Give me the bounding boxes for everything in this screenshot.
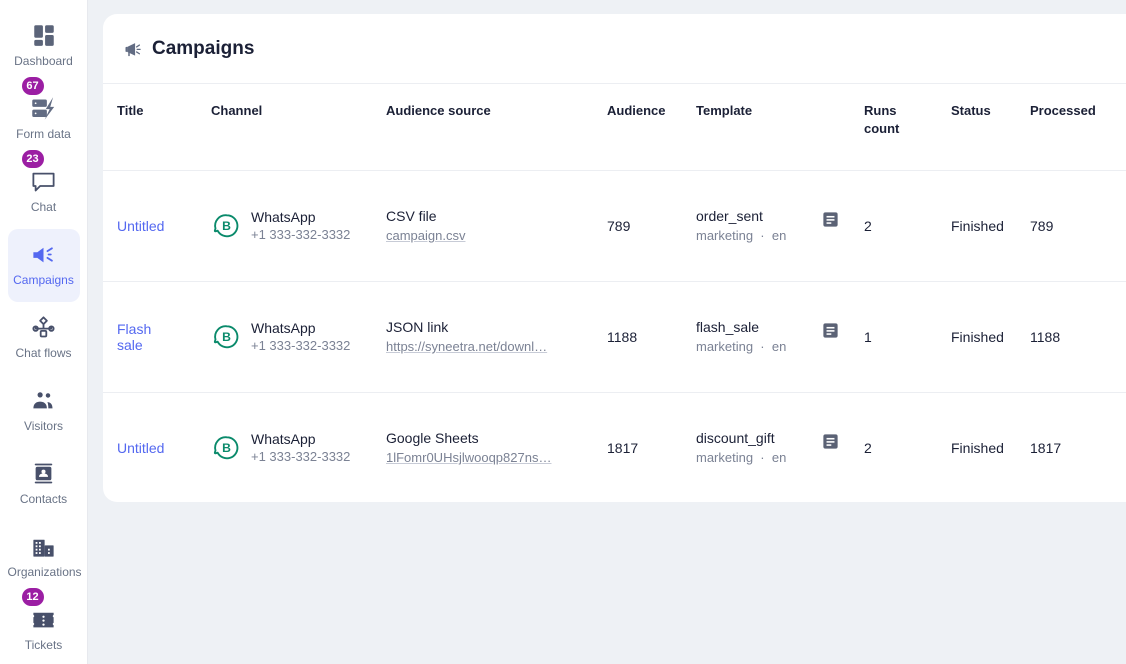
svg-text:B: B xyxy=(222,441,231,455)
svg-text:B: B xyxy=(222,329,231,343)
svg-text:B: B xyxy=(222,218,231,232)
